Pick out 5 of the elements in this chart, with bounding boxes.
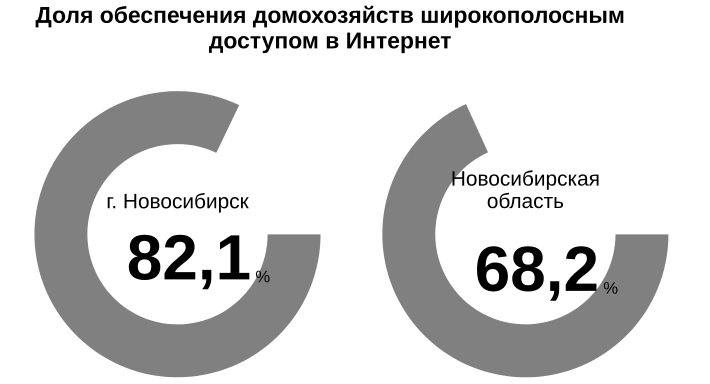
text: Новосибирская область — [452, 170, 599, 208]
text: г. Новосибирск — [108, 192, 249, 213]
data-label: 82,1% — [128, 234, 270, 290]
data-label: 68,2% — [477, 246, 618, 301]
chart-title: Доля обеспечения домохозяйств широкополосным доступом в Интернет — [36, 6, 624, 54]
